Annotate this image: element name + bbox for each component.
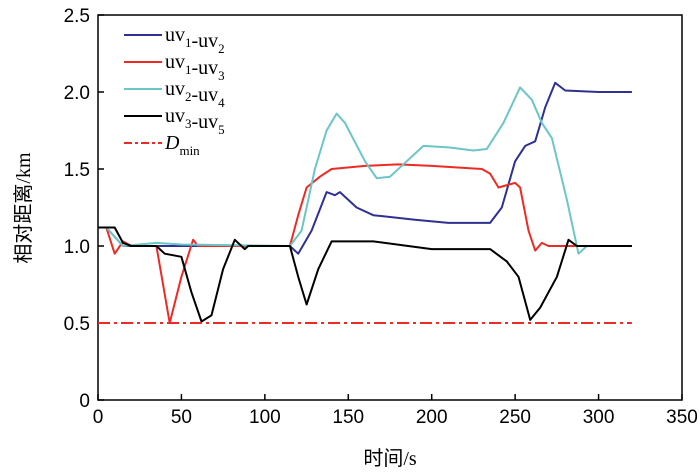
x-tick-label: 200 bbox=[416, 407, 448, 428]
y-axis-label: 相对距离/km bbox=[12, 152, 35, 264]
x-tick-label: 100 bbox=[249, 407, 281, 428]
x-tick-label: 50 bbox=[171, 407, 192, 428]
legend-label-dmin: Dmin bbox=[164, 132, 200, 158]
y-tick-label: 0.5 bbox=[64, 314, 90, 335]
y-tick-label: 0 bbox=[79, 391, 90, 412]
series-line-uv3-uv5 bbox=[98, 226, 632, 323]
legend-label-uv2-uv4: uv2-uv4 bbox=[165, 78, 225, 110]
x-tick-label: 150 bbox=[332, 407, 364, 428]
series-line-uv1-uv2 bbox=[98, 81, 632, 255]
x-tick-label: 350 bbox=[666, 407, 698, 428]
plot-frame bbox=[97, 14, 683, 401]
x-axis-label: 时间/s bbox=[363, 447, 417, 470]
y-tick-label: 1.5 bbox=[64, 160, 90, 181]
x-tick-label: 250 bbox=[499, 407, 531, 428]
x-tick-label: 300 bbox=[583, 407, 615, 428]
y-tick-label: 2.0 bbox=[64, 83, 90, 104]
legend-label-uv1-uv2: uv1-uv2 bbox=[165, 24, 225, 56]
y-tick-label: 2.5 bbox=[64, 6, 90, 27]
y-tick-label: 1.0 bbox=[64, 237, 90, 258]
x-tick-label: 0 bbox=[93, 407, 104, 428]
legend-label-uv3-uv5: uv3-uv5 bbox=[165, 105, 225, 137]
series-lines bbox=[98, 81, 632, 324]
legend-label-uv1-uv3: uv1-uv3 bbox=[165, 51, 225, 83]
series-line-uv2-uv4 bbox=[98, 86, 632, 255]
